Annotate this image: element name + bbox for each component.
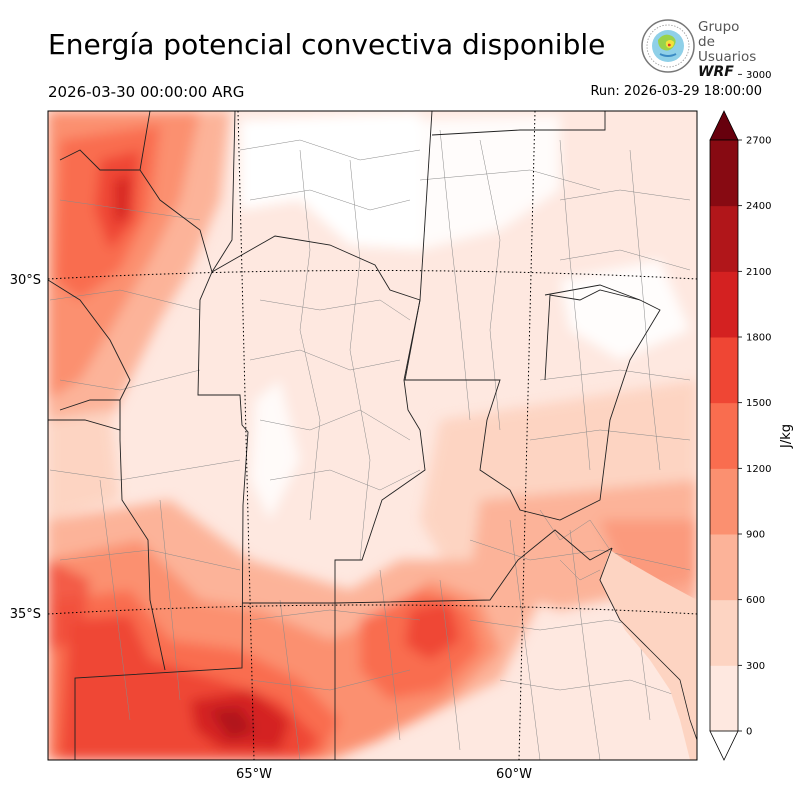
colorbar-tick-label: 300 [746,661,765,672]
colorbar-segment [710,665,738,732]
colorbar-tick-label: 2400 [746,201,771,212]
colorbar-tick-label: 1200 [746,464,771,475]
colorbar-tick-label: 900 [746,530,765,541]
colorbar-under-arrow [709,730,739,761]
gridline-60W [518,111,536,760]
colorbar-tick-label: 1500 [746,398,771,409]
colorbar-over-arrow [709,110,739,141]
colorbar-segment [710,534,738,601]
map-area [48,111,697,760]
colorbar-tick-label: 1800 [746,333,771,344]
logo-line-3: WRF [698,64,734,80]
lon-label-65w: 65°W [236,767,272,782]
colorbar-frame [709,139,739,732]
gridline-30S [48,270,697,280]
logo-text: Grupo de Usuarios WRF [698,20,760,80]
lon-label-60w: 60°W [496,767,532,782]
colorbar-tick-label: 2700 [746,136,771,147]
lat-label-30s: 30°S [10,273,41,288]
colorbar-segment [710,599,738,666]
colorbar-segment [710,337,738,404]
colorbar-tick-label: 2100 [746,267,771,278]
colorbar-segment [710,205,738,272]
colorbar-tick-label: 3000 [746,70,771,81]
lat-label-35s: 35°S [10,607,41,622]
map-frame [47,110,698,761]
run-time-label: Run: 2026-03-29 18:00:00 [590,84,762,99]
grupo-usuarios-wrf-logo: Grupo de Usuarios WRF [640,18,760,80]
colorbar-tick-label: 600 [746,595,765,606]
logo-line-1: Grupo de [698,19,740,50]
coastline [599,547,697,760]
graticule [48,111,697,760]
colorbar: 0 300 600 900 1200 1500 1800 2100 2400 2700 3000 J… [709,70,794,761]
colorbar-tick-label: 0 [746,727,752,738]
logo-line-2: Usuarios [698,49,757,65]
colorbar-segment [710,140,738,207]
colorbar-segment [710,402,738,469]
globe-logo-icon [641,19,695,73]
gridline-65W [237,111,255,760]
colorbar-segment [710,468,738,535]
colorbar-segment [710,271,738,338]
gridline-35S [48,604,697,615]
valid-time-label: 2026-03-30 00:00:00 ARG [48,83,245,101]
colorbar-unit-label: J/kg [779,424,794,449]
map-title: Energía potencial convectiva disponible [48,28,606,61]
